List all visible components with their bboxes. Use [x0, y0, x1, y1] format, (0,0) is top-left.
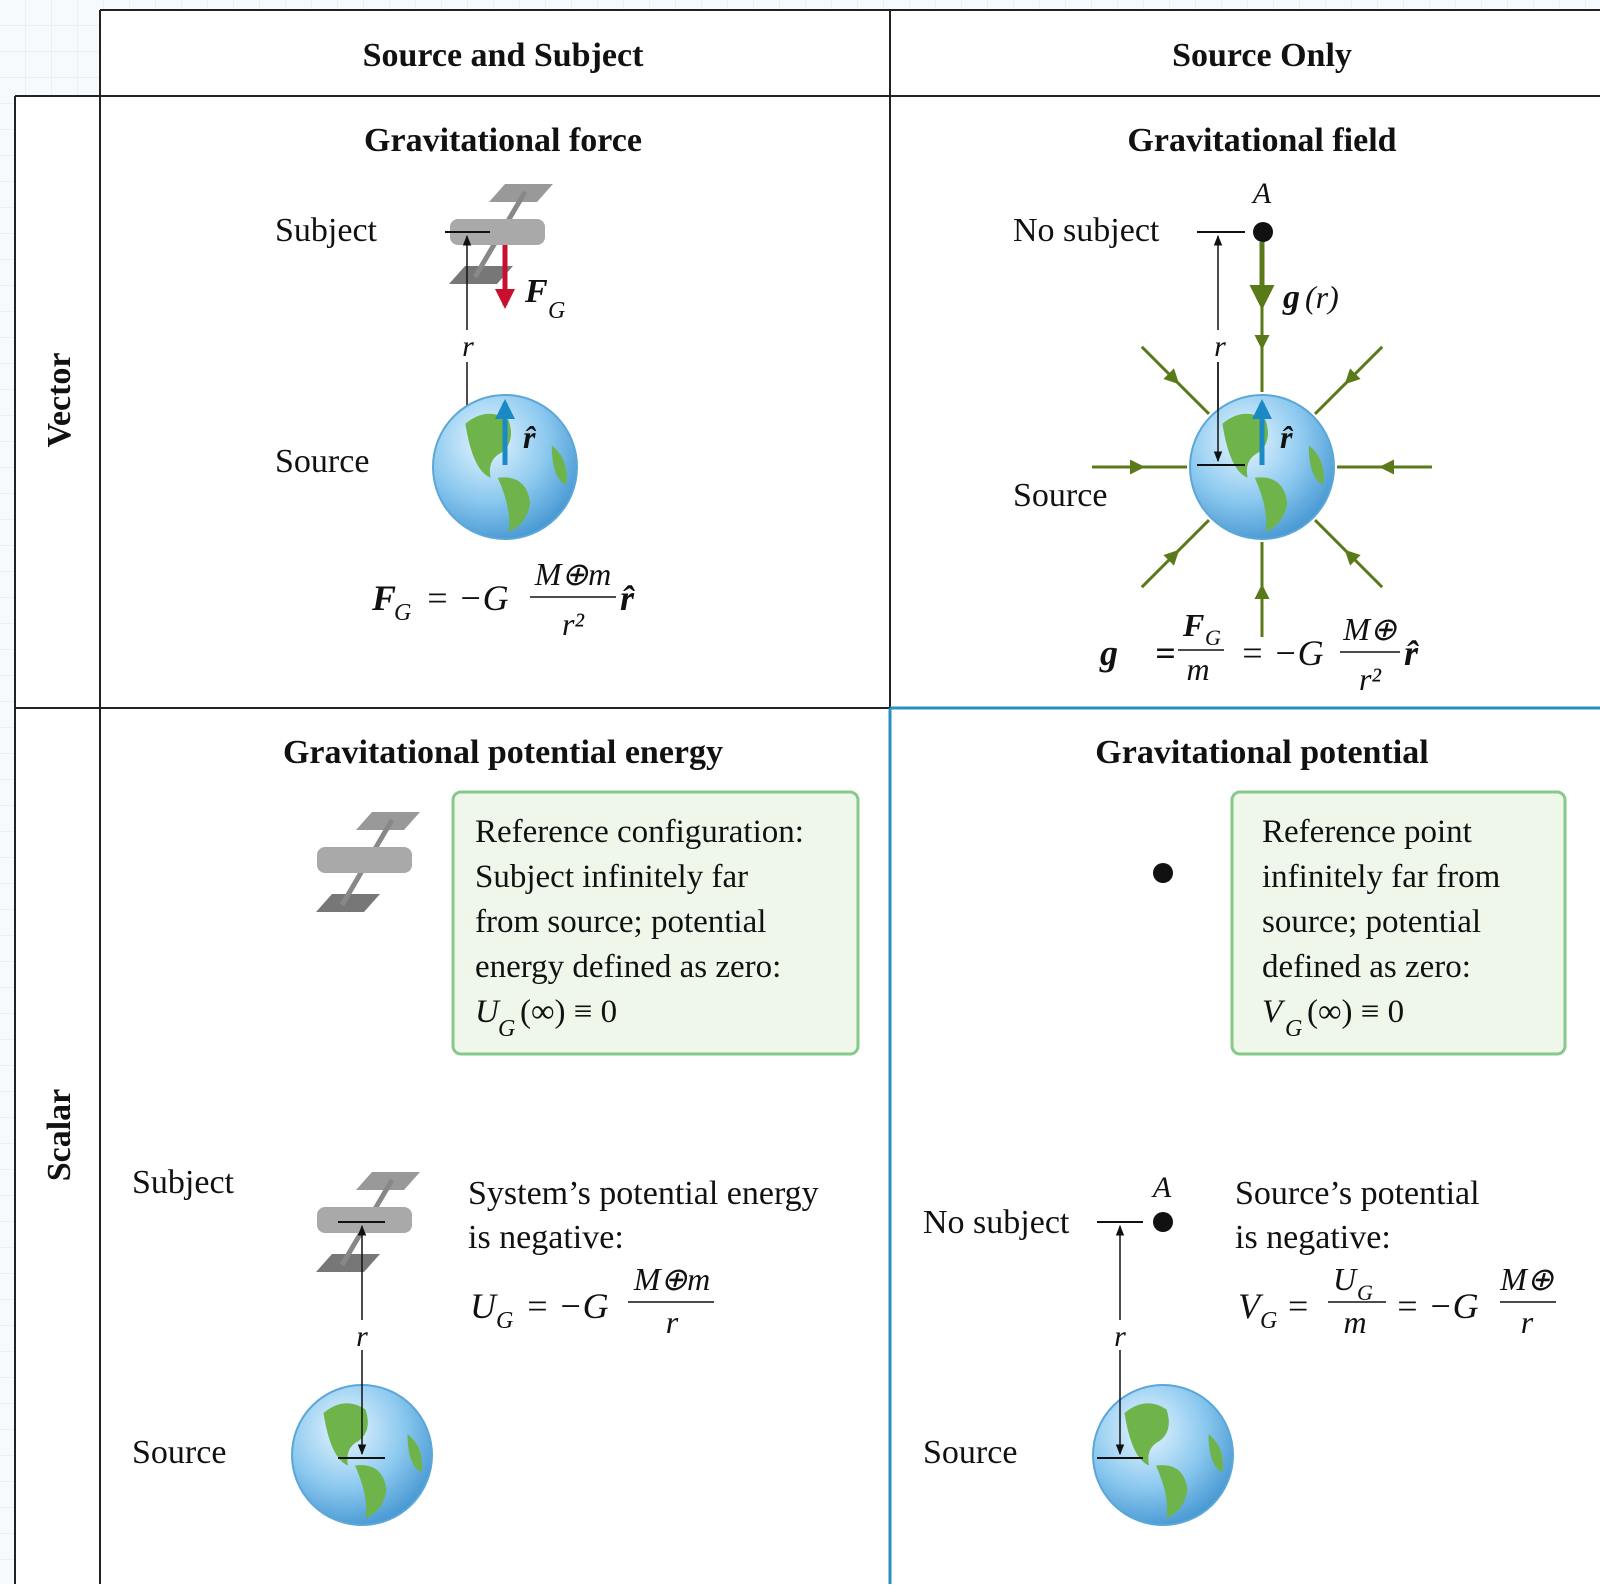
formula-num1-sub: G: [1205, 625, 1221, 650]
potential-statement: is negative:: [1235, 1219, 1391, 1256]
reference-point: [1153, 863, 1173, 883]
potential-no-subject: No subject: [923, 1204, 1070, 1241]
energy-statement: is negative:: [468, 1219, 624, 1256]
formula-eq1: =: [1288, 1286, 1308, 1326]
header-columns: Source Only: [1172, 37, 1352, 74]
formula-num: M⊕m: [633, 1261, 711, 1297]
force-vector-sub: G: [548, 298, 565, 324]
test-point: [1153, 1212, 1173, 1232]
formula-lhs-sub: G: [1260, 1308, 1277, 1334]
potential-reference: defined as zero:: [1262, 949, 1471, 985]
formula-lhs: g⃗ =: [1099, 633, 1176, 673]
reference-formula-sub: G: [498, 1016, 515, 1042]
energy-reference: from source; potential: [475, 904, 766, 940]
field-no-subject: No subject: [1013, 212, 1160, 249]
formula-lhs: U: [470, 1286, 498, 1326]
reference-formula-rest: (∞) ≡ 0: [1307, 994, 1404, 1030]
formula-den: r²: [562, 606, 585, 642]
header-columns: Source and Subject: [363, 37, 645, 74]
potential-source: Source: [923, 1434, 1017, 1471]
energy-reference: Reference configuration:: [475, 814, 804, 850]
field-title: Gravitational field: [1127, 122, 1396, 159]
potential-title: Gravitational potential: [1095, 734, 1428, 771]
force-title: Gravitational force: [364, 122, 642, 159]
formula-lhs-sub: G: [394, 600, 411, 626]
potential-statement: Source’s potential: [1235, 1175, 1480, 1212]
header-bg: [100, 10, 1600, 96]
page: Source and Subject Source Only Vector Scala…: [0, 0, 1600, 1584]
field-vector-arg: (r): [1305, 279, 1339, 315]
formula-eq2: = −G: [1395, 1286, 1479, 1326]
formula-unit: r̂: [620, 578, 635, 618]
formula-den1: m: [1186, 651, 1209, 687]
formula-lhs-sub: G: [496, 1308, 513, 1334]
field-r: r: [1214, 330, 1226, 363]
force-subject: Subject: [275, 212, 378, 249]
energy-reference: Subject infinitely far: [475, 859, 748, 895]
formula-den2: r: [1521, 1304, 1534, 1340]
field-source: Source: [1013, 477, 1107, 514]
formula-den: r: [666, 1304, 679, 1340]
energy-statement: System’s potential energy: [468, 1175, 819, 1212]
field-unit: r̂: [1280, 419, 1294, 455]
reference-formula-sub: G: [1285, 1016, 1302, 1042]
rows: Scalar: [41, 1089, 78, 1182]
formula-num1: U: [1333, 1261, 1358, 1297]
energy-reference: energy defined as zero:: [475, 949, 781, 985]
potential-reference: infinitely far from: [1262, 859, 1501, 895]
energy-subject: Subject: [132, 1164, 235, 1201]
formula-num2: M⊕: [1342, 611, 1397, 647]
formula-eq: = −G: [525, 1286, 609, 1326]
formula-eq: = −G: [425, 578, 509, 618]
force-source: Source: [275, 443, 369, 480]
formula-eq: = −G: [1240, 633, 1324, 673]
formula-num: M⊕m: [534, 556, 612, 592]
potential-point: A: [1151, 1171, 1172, 1204]
force-unit: r̂: [523, 419, 537, 455]
force-r: r: [462, 330, 474, 363]
rows: Vector: [41, 352, 78, 447]
formula-den2: r²: [1359, 661, 1382, 697]
potential-reference: source; potential: [1262, 904, 1481, 940]
energy-title: Gravitational potential energy: [283, 734, 723, 771]
formula-unit: r̂: [1404, 633, 1419, 673]
potential-r: r: [1114, 1320, 1126, 1353]
test-point: [1253, 222, 1273, 242]
potential-reference: Reference point: [1262, 814, 1472, 850]
formula-num2: M⊕: [1499, 1261, 1554, 1297]
energy-source: Source: [132, 1434, 226, 1471]
satellite-body: [317, 847, 412, 873]
formula-den1: m: [1343, 1304, 1366, 1340]
diagram: Source and Subject Source Only Vector Scala…: [0, 0, 1600, 1584]
energy-r: r: [356, 1320, 368, 1353]
reference-formula-rest: (∞) ≡ 0: [520, 994, 617, 1030]
satellite-body: [317, 1207, 412, 1233]
field-point: A: [1251, 177, 1272, 210]
